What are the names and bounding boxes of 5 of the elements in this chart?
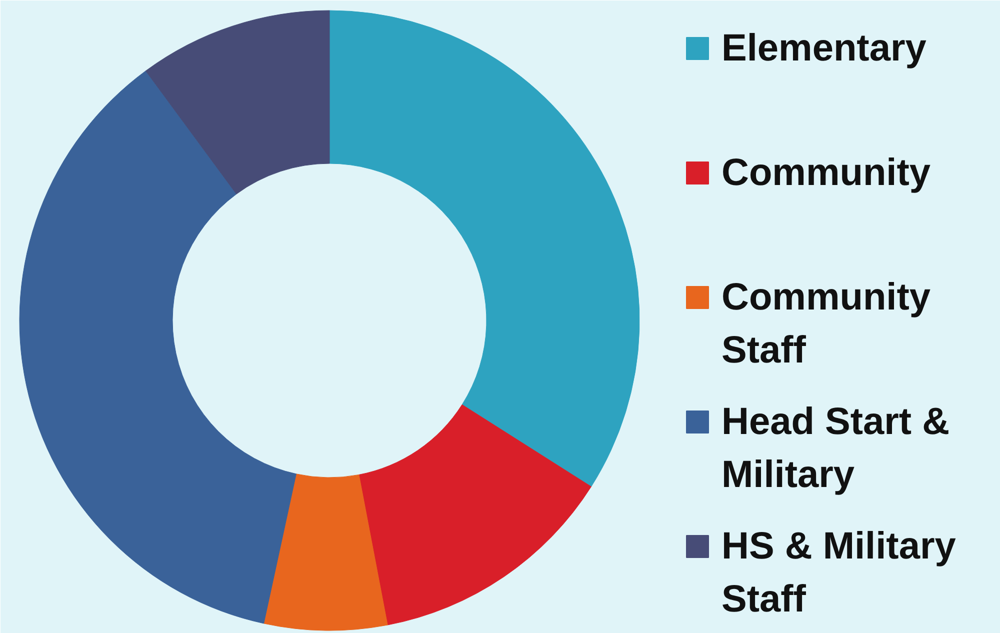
legend-label: Elementary — [722, 28, 926, 70]
legend-label: HS & Military Staff — [722, 526, 956, 620]
legend-label: Community — [722, 152, 930, 194]
legend-label: Community Staff — [722, 276, 930, 372]
legend-label: Head Start & Military — [722, 401, 950, 496]
